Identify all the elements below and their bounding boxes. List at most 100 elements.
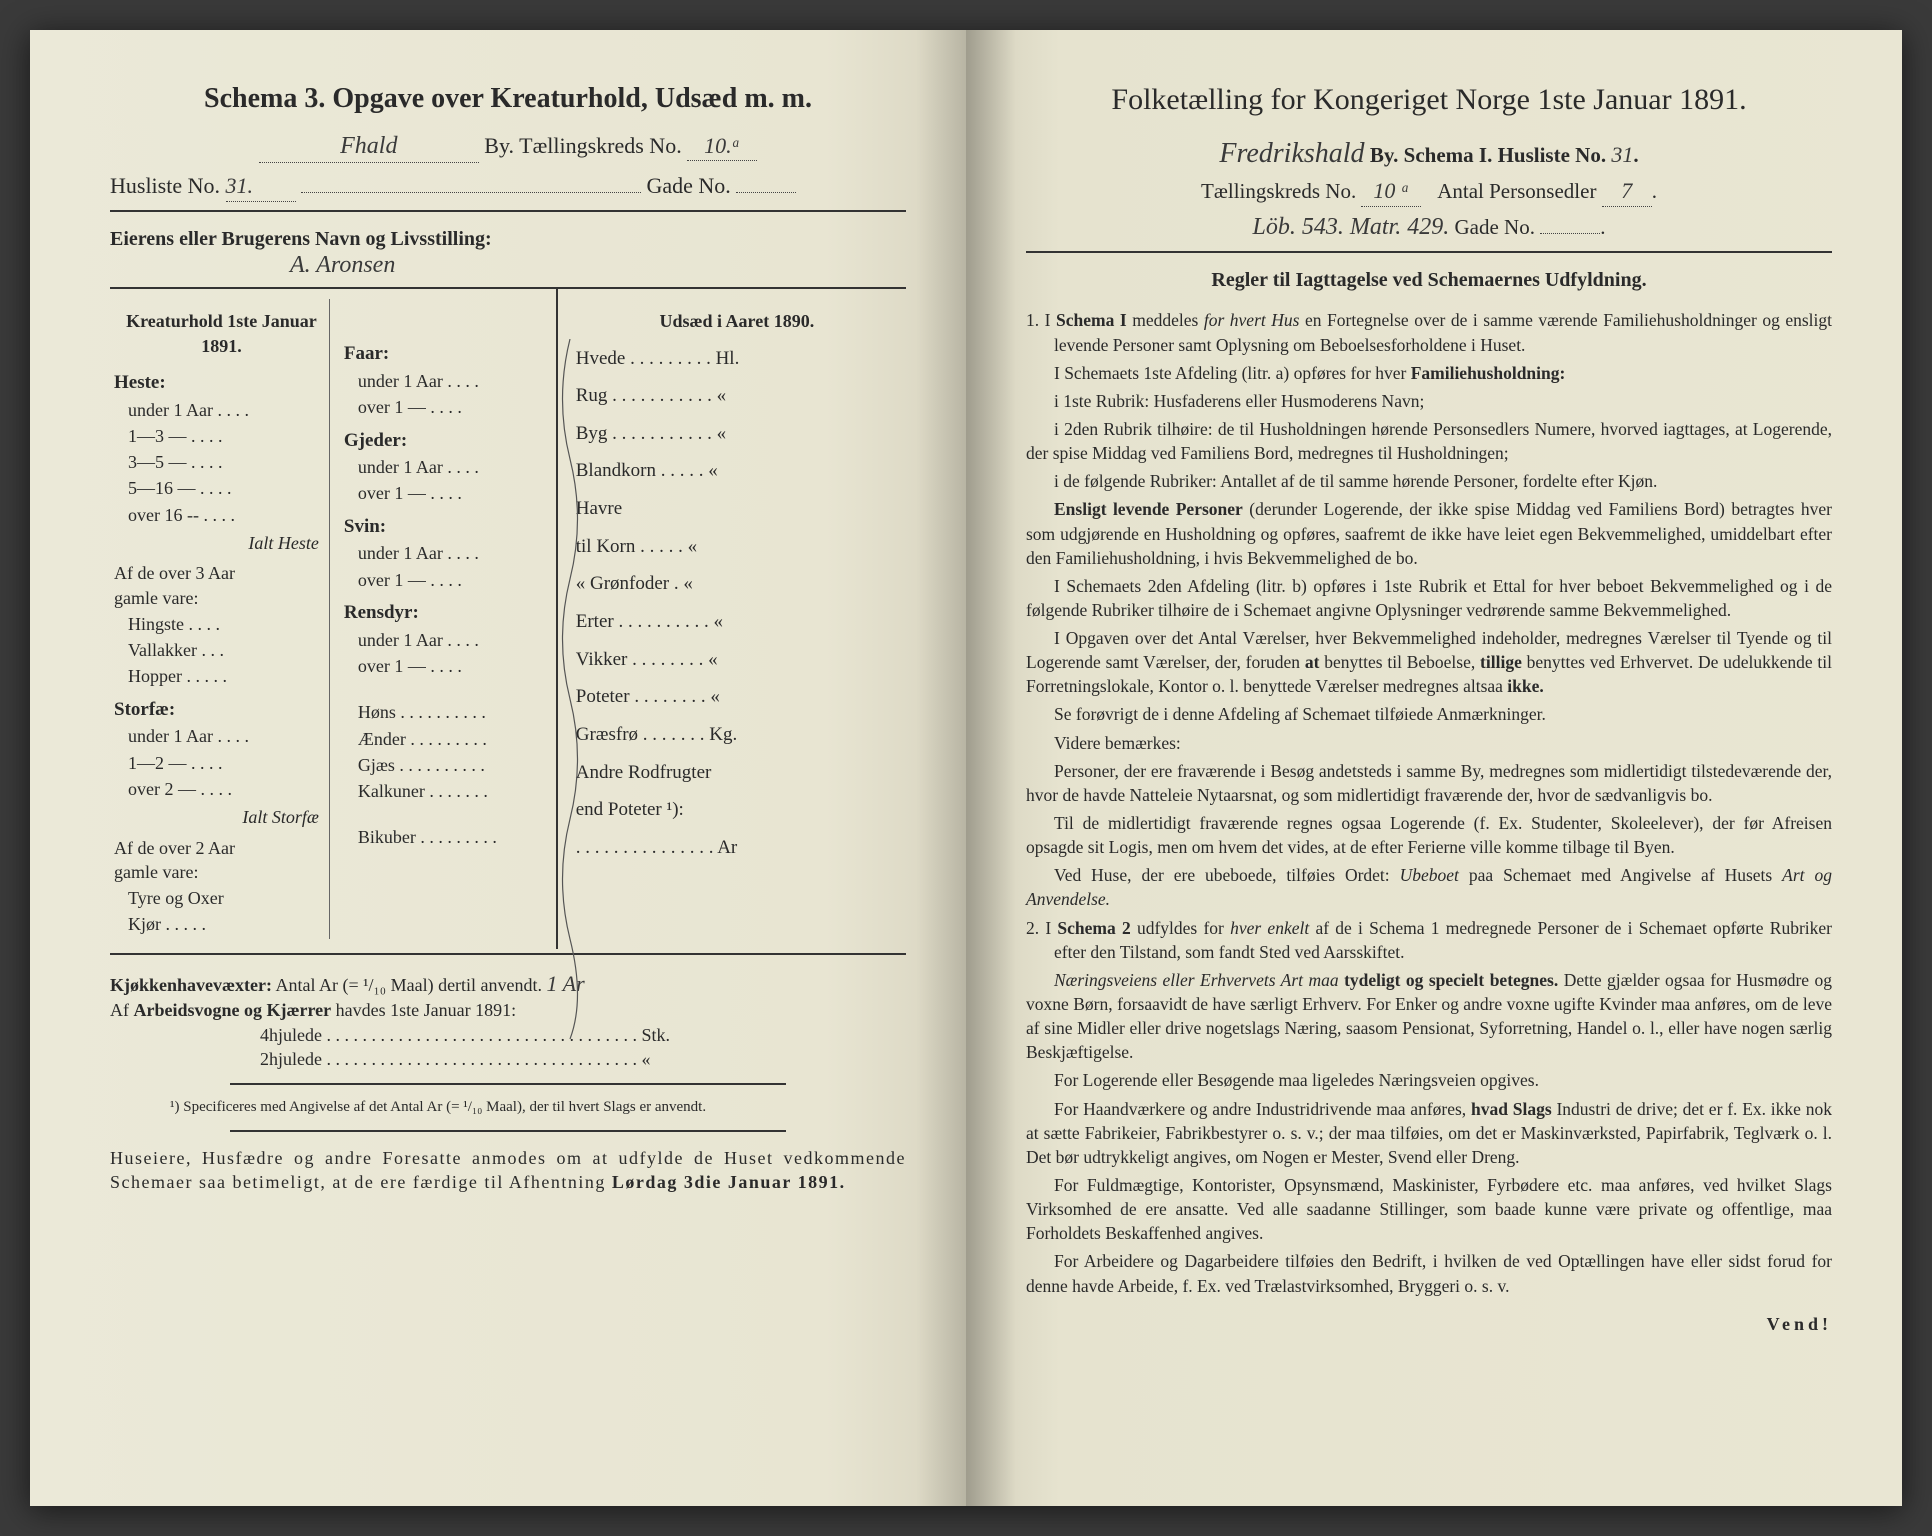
rule-para: Se forøvrigt de i denne Afdeling af Sche…	[1026, 702, 1832, 726]
data-row: Kalkuner . . . . . . .	[344, 779, 544, 803]
rule-para: I Opgaven over det Antal Værelser, hver …	[1026, 626, 1832, 698]
rule-para: I Schemaets 1ste Afdeling (litr. a) opfø…	[1026, 361, 1832, 385]
seed-row: til Korn . . . . . «	[576, 534, 898, 560]
colhead-udsaed: Udsæd i Aaret 1890.	[576, 309, 898, 333]
r-kreds-no: 10 ᵃ	[1361, 176, 1421, 207]
data-row: Vallakker . . .	[114, 638, 329, 662]
right-page: Folketælling for Kongeriget Norge 1ste J…	[966, 30, 1902, 1506]
kjokken-hand: 1 Ar	[547, 971, 585, 996]
4hjul: 4hjulede . . . . . . . . . . . . . . . .…	[260, 1023, 906, 1047]
plain-row: gamle vare:	[114, 586, 329, 610]
rule-para: 1. I Schema I meddeles for hvert Hus en …	[1026, 308, 1832, 356]
rule-para: 2. I Schema 2 udfyldes for hver enkelt a…	[1026, 916, 1832, 964]
colhead-kreatur: Kreaturhold 1ste Januar 1891.	[114, 309, 329, 358]
category-head: Storfæ:	[114, 697, 329, 723]
by-name-hand: Fredrikshald	[1219, 138, 1364, 169]
seed-row: Blandkorn . . . . . «	[576, 458, 898, 484]
seed-row: Erter . . . . . . . . . . «	[576, 609, 898, 635]
rule-para: For Logerende eller Besøgende maa ligele…	[1026, 1068, 1832, 1092]
data-row: Kjør . . . . .	[114, 912, 329, 936]
data-row: under 1 Aar . . . .	[344, 628, 544, 652]
vend: Vend!	[1026, 1312, 1832, 1336]
plain-row: Af de over 3 Aar	[114, 561, 329, 585]
data-row: 3—5 — . . . .	[114, 450, 329, 474]
category-head: Gjeder:	[344, 428, 544, 454]
arbeid-line: Af Arbeidsvogne og Kjærrer havdes 1ste J…	[110, 998, 906, 1022]
rule-para: For Fuldmægtige, Kontorister, Opsynsmænd…	[1026, 1173, 1832, 1245]
plain-row: gamle vare:	[114, 860, 329, 884]
data-row: Gjæs . . . . . . . . . .	[344, 753, 544, 777]
data-row: Hopper . . . . .	[114, 664, 329, 688]
census-title: Folketælling for Kongeriget Norge 1ste J…	[1026, 80, 1832, 121]
owner-name: A. Aronsen	[290, 249, 906, 281]
kjokken-label: Kjøkkenhavevæxter:	[110, 975, 272, 995]
r-line3: Löb. 543. Matr. 429. Gade No. .	[1026, 211, 1832, 243]
data-row: Hingste . . . .	[114, 612, 329, 636]
husliste-no: 31.	[226, 171, 296, 202]
data-row: under 1 Aar . . . .	[114, 398, 329, 422]
rule-para: i 1ste Rubrik: Husfaderens eller Husmode…	[1026, 389, 1832, 413]
plain-row: Af de over 2 Aar	[114, 836, 329, 860]
data-row: 1—2 — . . . .	[114, 751, 329, 775]
data-row: over 1 — . . . .	[344, 395, 544, 419]
by-line: Fhald By. Tællingskreds No. 10.ᵃ	[110, 130, 906, 163]
rule-para: Ensligt levende Personer (derunder Loger…	[1026, 497, 1832, 569]
rule-para: I Schemaets 2den Afdeling (litr. b) opfø…	[1026, 574, 1832, 622]
rule-para: For Arbeidere og Dagarbeidere tilføies d…	[1026, 1249, 1832, 1297]
gade-label: Gade No.	[647, 173, 731, 198]
category-head: Rensdyr:	[344, 600, 544, 626]
bottom-note: Huseiere, Husfædre og andre Foresatte an…	[110, 1146, 906, 1195]
r-line1: Fredrikshald By. Schema I. Husliste No. …	[1026, 135, 1832, 173]
data-row: Tyre og Oxer	[114, 886, 329, 910]
rule-para: Videre bemærkes:	[1026, 731, 1832, 755]
livestock-col-a: Heste:under 1 Aar . . . .1—3 — . . . .3—…	[114, 370, 329, 937]
rules-heading: Regler til Iagttagelse ved Schemaernes U…	[1026, 267, 1832, 294]
by-handwritten: Fhald	[259, 130, 479, 163]
seed-row: Havre	[576, 496, 898, 522]
category-head: Faar:	[344, 341, 544, 367]
schema3-title: Schema 3. Opgave over Kreaturhold, Udsæd…	[110, 80, 906, 118]
data-row: over 1 — . . . .	[344, 654, 544, 678]
rule-para: Ved Huse, der ere ubeboede, tilføies Ord…	[1026, 863, 1832, 911]
husliste-label: Husliste No.	[110, 173, 220, 198]
subtotal: Ialt Storfæ	[114, 805, 319, 829]
left-page: Schema 3. Opgave over Kreaturhold, Udsæd…	[30, 30, 966, 1506]
rules-body: 1. I Schema I meddeles for hvert Hus en …	[1026, 308, 1832, 1297]
footnote: ¹) Specificeres med Angivelse af det Ant…	[170, 1097, 866, 1117]
data-row: over 16 -- . . . .	[114, 503, 329, 527]
rule-para: i 2den Rubrik tilhøire: de til Husholdni…	[1026, 417, 1832, 465]
kjokken-text: Antal Ar (= ¹/₁₀ Maal) dertil anvendt.	[276, 975, 543, 995]
rule-para: Til de midlertidigt fraværende regnes og…	[1026, 811, 1832, 859]
seed-row: « Grønfoder . «	[576, 571, 898, 597]
data-row: under 1 Aar . . . .	[344, 541, 544, 565]
seed-row: Rug . . . . . . . . . . . «	[576, 383, 898, 409]
seed-row: Græsfrø . . . . . . . Kg.	[576, 722, 898, 748]
seed-row: end Poteter ¹):	[576, 797, 898, 823]
kjokken-line: Kjøkkenhavevæxter: Antal Ar (= ¹/₁₀ Maal…	[110, 969, 906, 999]
data-row: under 1 Aar . . . .	[114, 724, 329, 748]
data-row: 5—16 — . . . .	[114, 476, 329, 500]
main-table: Kreaturhold 1ste Januar 1891. Heste:unde…	[110, 287, 906, 949]
r-line2: Tællingskreds No. 10 ᵃ Antal Personsedle…	[1026, 176, 1832, 207]
by-label: By. Tællingskreds No.	[484, 133, 681, 158]
seed-row: Vikker . . . . . . . . «	[576, 647, 898, 673]
rule-para: For Haandværkere og andre Industridriven…	[1026, 1097, 1832, 1169]
data-row: under 1 Aar . . . .	[344, 369, 544, 393]
data-row: over 2 — . . . .	[114, 777, 329, 801]
data-row: Bikuber . . . . . . . . .	[344, 825, 544, 849]
rule-para: i de følgende Rubriker: Antallet af de t…	[1026, 469, 1832, 493]
census-form-spread: Schema 3. Opgave over Kreaturhold, Udsæd…	[30, 30, 1902, 1506]
data-row: over 1 — . . . .	[344, 568, 544, 592]
seed-row: . . . . . . . . . . . . . . . Ar	[576, 835, 898, 861]
kreds-no: 10.ᵃ	[687, 131, 757, 162]
r-husliste-no: 31	[1611, 142, 1633, 167]
seed-row: Byg . . . . . . . . . . . «	[576, 421, 898, 447]
category-head: Heste:	[114, 370, 329, 396]
seed-row: Hvede . . . . . . . . . Hl.	[576, 346, 898, 372]
seed-row: Poteter . . . . . . . . «	[576, 684, 898, 710]
seed-column: Hvede . . . . . . . . . Hl. Rug . . . . .…	[576, 346, 898, 861]
livestock-col-b: Faar:under 1 Aar . . . .over 1 — . . . .…	[344, 341, 544, 849]
category-head: Svin:	[344, 514, 544, 540]
data-row: Ænder . . . . . . . . .	[344, 727, 544, 751]
husliste-line: Husliste No. 31. Gade No.	[110, 171, 906, 202]
